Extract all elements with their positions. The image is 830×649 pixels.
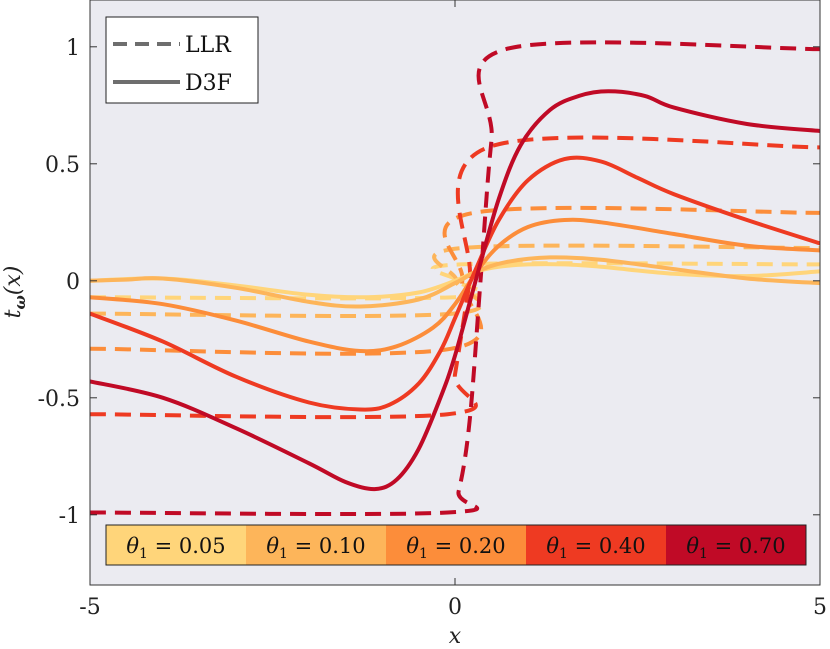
x-axis-label: x	[449, 624, 462, 649]
x-tick-label: -5	[79, 595, 100, 620]
d3f-series-line-6	[90, 255, 820, 309]
d3f-series-line-8	[90, 155, 820, 412]
colorbar-swatch	[386, 525, 526, 565]
colorbar-label: θ1 = 0.70	[686, 534, 785, 562]
y-axis-label: tω(x)	[1, 266, 29, 319]
colorbar-swatch	[106, 525, 246, 565]
colorbar-label: θ1 = 0.10	[266, 534, 365, 562]
colorbar-swatch	[246, 525, 386, 565]
llr-series-line-4	[90, 40, 820, 517]
x-tick-label: 0	[448, 595, 462, 620]
y-tick-label: 1	[66, 36, 80, 61]
d3f-series-line-9	[90, 89, 820, 492]
colorbar-label: θ1 = 0.20	[406, 534, 505, 562]
colorbar-label: θ1 = 0.05	[126, 534, 225, 562]
colorbar: θ1 = 0.05 θ1 = 0.10 θ1 = 0.20 θ1 = 0.40 θ1 =…	[105, 524, 807, 566]
legend-llr-label: LLR	[185, 33, 232, 58]
legend-d3f-label: D3F	[185, 71, 232, 96]
y-tick-label: 0	[66, 270, 80, 295]
x-tick-label: 5	[813, 595, 827, 620]
y-tick-label: -1	[59, 504, 80, 529]
colorbar-swatch	[666, 525, 806, 565]
y-tick-label: 0.5	[45, 153, 80, 178]
y-tick-label: -0.5	[38, 387, 80, 412]
legend-box	[105, 16, 259, 104]
legend: LLR D3F	[105, 16, 259, 104]
colorbar-frame	[105, 524, 807, 566]
colorbar-label: θ1 = 0.40	[546, 534, 645, 562]
colorbar-swatch	[526, 525, 666, 565]
